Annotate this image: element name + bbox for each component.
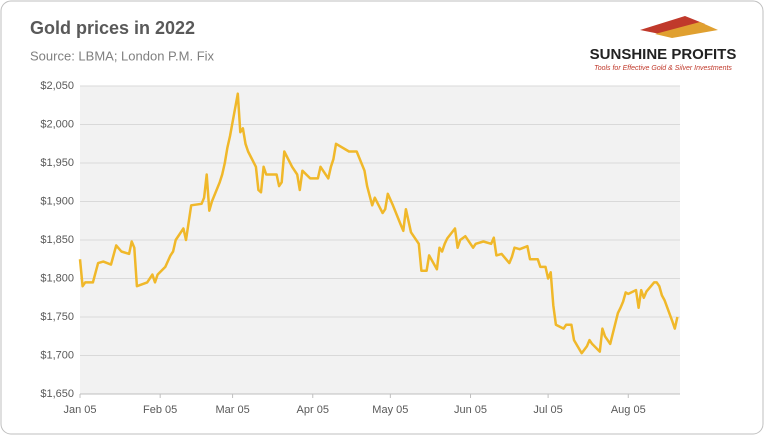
x-tick-label: Feb 05 bbox=[143, 404, 177, 416]
price-line bbox=[78, 92, 679, 355]
y-tick-label: $1,950 bbox=[40, 157, 74, 169]
logo-mark bbox=[640, 16, 705, 34]
x-tick-label: Jun 05 bbox=[454, 404, 487, 416]
y-tick-label: $1,750 bbox=[40, 311, 74, 323]
x-tick-label: Apr 05 bbox=[297, 404, 329, 416]
y-tick-label: $2,050 bbox=[40, 80, 74, 92]
y-tick-label: $1,700 bbox=[40, 349, 74, 361]
logo-mark bbox=[655, 22, 718, 38]
chart-title: Gold prices in 2022 bbox=[30, 18, 195, 38]
y-tick-label: $1,900 bbox=[40, 195, 74, 207]
x-tick-label: Jul 05 bbox=[533, 404, 562, 416]
y-tick-label: $2,000 bbox=[40, 118, 74, 130]
y-tick-label: $1,650 bbox=[40, 388, 74, 400]
x-tick-label: Jan 05 bbox=[63, 404, 96, 416]
x-tick-label: May 05 bbox=[372, 404, 408, 416]
y-tick-label: $1,850 bbox=[40, 234, 74, 246]
x-tick-label: Mar 05 bbox=[215, 404, 249, 416]
x-tick-label: Aug 05 bbox=[611, 404, 646, 416]
logo: SUNSHINE PROFITS Tools for Effective Gol… bbox=[590, 16, 737, 72]
chart-subtitle: Source: LBMA; London P.M. Fix bbox=[30, 48, 215, 63]
brand-name: SUNSHINE PROFITS bbox=[590, 46, 737, 63]
y-tick-label: $1,800 bbox=[40, 272, 74, 284]
brand-tagline: Tools for Effective Gold & Silver Invest… bbox=[594, 65, 732, 72]
